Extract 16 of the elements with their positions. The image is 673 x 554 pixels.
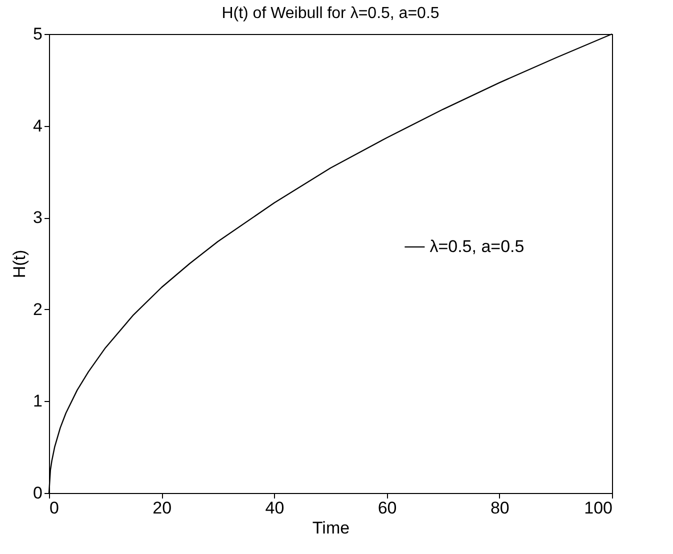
x-tick-label: 80	[490, 498, 510, 518]
x-tick-label: 100	[584, 498, 612, 518]
x-tick-label: 60	[378, 498, 397, 518]
y-tick-label: 3	[33, 208, 42, 228]
legend-label: λ=0.5, a=0.5	[430, 236, 524, 256]
y-tick-label: 4	[33, 116, 42, 136]
y-tick-label: 0	[33, 484, 42, 502]
x-tick-label: 40	[265, 498, 284, 518]
y-axis-title: H(t)	[10, 250, 30, 278]
y-tick-label: 5	[33, 24, 42, 44]
chart-title: H(t) of Weibull for λ=0.5, a=0.5	[222, 5, 440, 22]
x-tick-label: 0	[50, 498, 59, 518]
x-tick-label: 20	[152, 498, 172, 518]
y-tick-label: 2	[33, 300, 42, 319]
y-tick-label: 1	[33, 392, 42, 411]
x-axis-title: Time	[312, 518, 350, 538]
